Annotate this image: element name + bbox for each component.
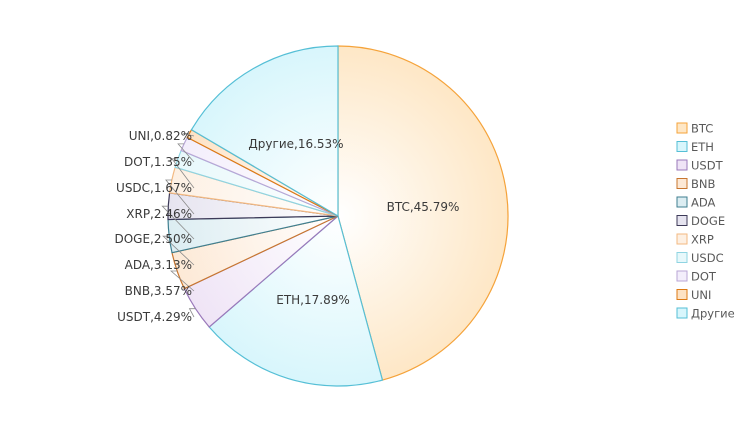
slice-label-btc: BTC,45.79% <box>387 200 460 214</box>
slice-label-ada: ADA,3.13% <box>125 258 192 272</box>
legend-swatch-usdt <box>676 159 688 171</box>
leader-line-doge <box>161 205 195 240</box>
legend-swatch-eth <box>676 141 688 152</box>
slice-label-bnb: BNB,3.57% <box>125 284 192 298</box>
legend-label-другие: Другие <box>691 307 735 321</box>
legend-label-uni: UNI <box>691 288 711 302</box>
leader-line-usdt <box>188 308 196 318</box>
legend-swatch-bnb <box>676 178 688 189</box>
slice-label-usdc: USDC,1.67% <box>116 181 192 195</box>
legend-swatch-doge <box>676 215 688 226</box>
slice-label-xrp: XRP,2.46% <box>126 207 192 221</box>
leader-line-xrp <box>165 179 195 215</box>
slice-label-usdt: USDT,4.29% <box>117 310 192 324</box>
legend-swatch-другие <box>676 307 688 319</box>
leader-line-bnb <box>170 270 195 292</box>
pie-slice-eth <box>208 214 384 387</box>
leader-lines <box>161 133 196 318</box>
legend-swatch-usdc <box>676 252 688 263</box>
slice-labels: BTC,45.79% ETH,17.89% USDT,4.29% BNB,3.57% A… <box>114 129 459 324</box>
legend-label-xrp: XRP <box>691 233 714 247</box>
legend-label-eth: ETH <box>691 140 714 154</box>
leader-line-uni <box>183 133 195 137</box>
legend-swatch-uni <box>676 289 688 300</box>
pie-slices <box>167 45 509 387</box>
legend-label-doge: DOGE <box>691 214 725 228</box>
legend: BTC ETH USDT BNB ADA DOGE XRP USDC DOT UNI Другие <box>676 122 735 321</box>
legend-swatch-dot <box>676 270 688 282</box>
legend-label-dot: DOT <box>691 270 717 284</box>
slice-label-doge: DOGE,2.50% <box>114 232 192 246</box>
slice-label-eth: ETH,17.89% <box>276 293 350 307</box>
legend-label-btc: BTC <box>691 122 713 136</box>
slice-label-uni: UNI,0.82% <box>129 129 192 143</box>
leader-line-usdc <box>171 158 195 189</box>
legend-swatch-btc <box>676 122 688 134</box>
slice-label-dot: DOT,1.35% <box>124 155 192 169</box>
pie-slice-другие <box>190 45 339 218</box>
leader-line-ada <box>162 235 195 266</box>
pie-slice-btc <box>337 45 509 381</box>
leader-line-dot <box>177 143 195 163</box>
legend-swatch-ada <box>676 196 688 208</box>
slice-label-другие: Другие,16.53% <box>248 137 343 151</box>
legend-label-usdc: USDC <box>691 251 724 265</box>
legend-label-usdt: USDT <box>691 159 724 173</box>
legend-label-ada: ADA <box>691 196 716 210</box>
legend-swatch-xrp <box>676 233 688 245</box>
legend-label-bnb: BNB <box>691 177 715 191</box>
